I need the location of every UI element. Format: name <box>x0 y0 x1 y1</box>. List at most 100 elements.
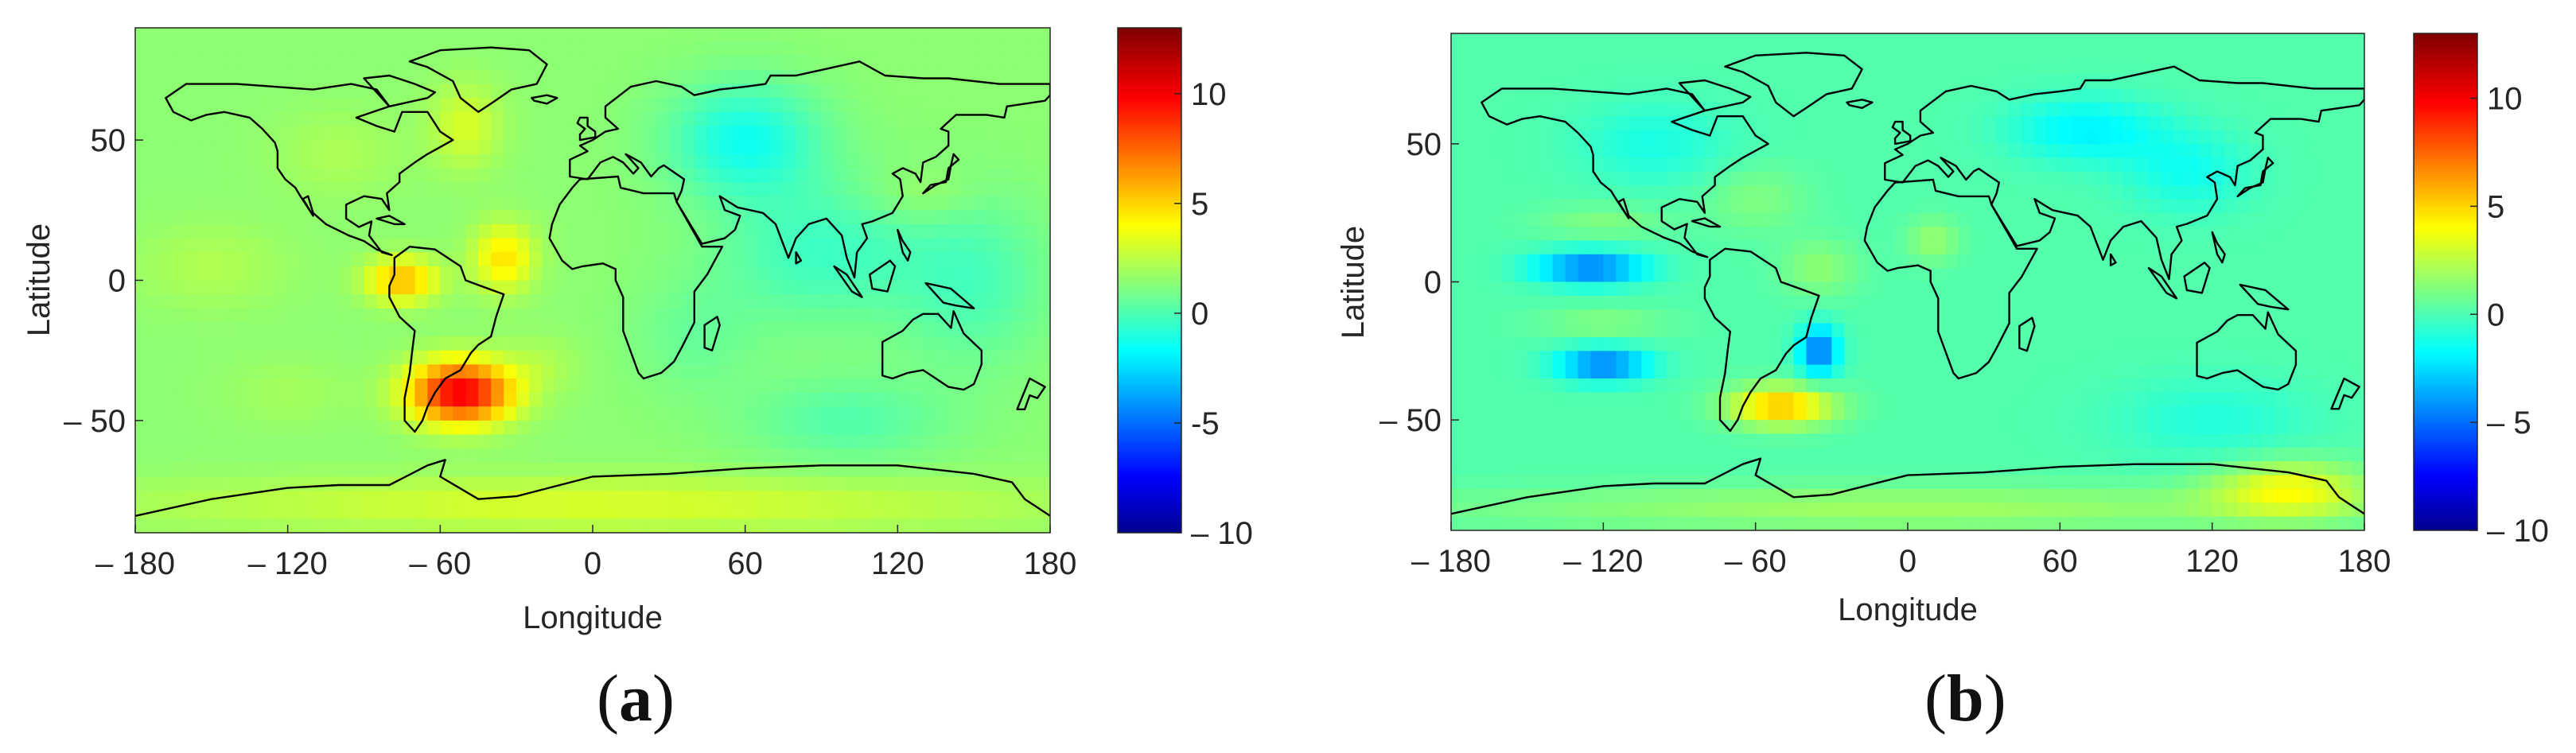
heatmap-cell <box>2072 116 2086 131</box>
heatmap-cell <box>1730 143 1744 158</box>
heatmap-cell <box>338 252 352 267</box>
heatmap-cell <box>249 69 263 85</box>
heatmap-cell <box>224 153 238 169</box>
heatmap-cell <box>1806 212 1819 227</box>
heatmap-cell <box>643 223 657 239</box>
heatmap-cell <box>2186 281 2200 297</box>
heatmap-cell <box>910 420 924 436</box>
heatmap-cell <box>2009 75 2023 90</box>
heatmap-cell <box>1831 268 1845 283</box>
heatmap-cell <box>2313 157 2327 173</box>
heatmap-cell <box>135 406 149 421</box>
heatmap-cell <box>1780 75 1795 90</box>
heatmap-cell <box>211 392 225 407</box>
heatmap-cell <box>2288 406 2302 421</box>
heatmap-cell <box>414 280 428 295</box>
heatmap-cell <box>617 476 632 491</box>
heatmap-cell <box>135 28 149 43</box>
heatmap-cell <box>2250 212 2264 227</box>
heatmap-cell <box>630 98 644 113</box>
heatmap-cell <box>1945 75 1959 90</box>
heatmap-cell <box>2237 364 2251 379</box>
heatmap-cell <box>2313 406 2327 421</box>
heatmap-cell <box>1920 406 1934 421</box>
heatmap-cell <box>681 350 695 365</box>
heatmap-cell <box>770 126 784 141</box>
heatmap-cell <box>313 476 327 491</box>
heatmap-cell <box>2072 406 2086 421</box>
heatmap-cell <box>440 294 453 309</box>
heatmap-cell <box>1667 268 1680 283</box>
heatmap-cell <box>1616 254 1629 269</box>
heatmap-cell <box>986 322 1000 337</box>
heatmap-cell <box>2123 130 2137 145</box>
heatmap-cell <box>859 111 873 127</box>
heatmap-cell <box>287 476 302 491</box>
heatmap-cell <box>2313 336 2327 351</box>
heatmap-cell <box>249 28 263 43</box>
heatmap-cell <box>2148 378 2162 393</box>
heatmap-cell <box>668 448 683 464</box>
heatmap-cell <box>1780 227 1795 242</box>
heatmap-cell <box>681 294 695 309</box>
heatmap-cell <box>1037 252 1050 267</box>
heatmap-cell <box>999 308 1013 324</box>
heatmap-cell <box>1908 268 1921 283</box>
heatmap-cell <box>834 322 848 337</box>
heatmap-cell <box>936 98 949 113</box>
heatmap-cell <box>478 69 492 85</box>
heatmap-cell <box>2288 309 2302 324</box>
heatmap-cell <box>1565 171 1579 186</box>
heatmap-cell <box>173 448 187 464</box>
heatmap-cell <box>1717 88 1731 103</box>
heatmap-cell <box>999 491 1013 506</box>
heatmap-cell <box>580 210 593 225</box>
heatmap-cell <box>859 491 873 506</box>
heatmap-cell <box>555 28 568 43</box>
heatmap-cell <box>668 336 683 351</box>
heatmap-cell <box>936 476 949 491</box>
heatmap-cell <box>974 252 987 267</box>
heatmap-cell <box>1628 116 1642 131</box>
heatmap-cell <box>783 153 797 169</box>
heatmap-cell <box>694 266 708 281</box>
heatmap-cell <box>325 294 340 309</box>
heatmap-cell <box>2161 157 2175 173</box>
heatmap-cell <box>757 83 772 99</box>
heatmap-cell <box>262 238 276 253</box>
heatmap-cell <box>376 28 391 43</box>
heatmap-cell <box>351 406 365 421</box>
heatmap-cell <box>249 491 263 506</box>
heatmap-cell <box>1717 143 1731 158</box>
heatmap-cell <box>2111 336 2124 351</box>
heatmap-cell <box>2098 433 2111 448</box>
heatmap-cell <box>1488 88 1503 103</box>
heatmap-cell <box>668 491 683 506</box>
heatmap-cell <box>351 336 365 351</box>
heatmap-cell <box>808 111 823 127</box>
heatmap-cell <box>808 56 823 71</box>
heatmap-cell <box>1641 157 1655 173</box>
heatmap-cell <box>2313 227 2327 242</box>
heatmap-cell <box>1945 281 1959 297</box>
heatmap-cell <box>2047 351 2060 366</box>
heatmap-cell <box>770 140 784 155</box>
heatmap-cell <box>364 294 378 309</box>
heatmap-cell <box>783 504 797 519</box>
heatmap-cell <box>2301 157 2314 173</box>
heatmap-cell <box>542 252 555 267</box>
heatmap-cell <box>1654 323 1667 338</box>
heatmap-cell <box>1742 143 1757 158</box>
heatmap-cell <box>1514 157 1528 173</box>
heatmap-cell <box>1983 102 1998 117</box>
heatmap-cell <box>783 168 797 183</box>
heatmap-cell <box>1552 33 1566 48</box>
heatmap-cell <box>1920 116 1934 131</box>
heatmap-cell <box>1667 130 1680 145</box>
heatmap-cell <box>567 518 581 533</box>
heatmap-cell <box>1527 351 1541 366</box>
heatmap-cell <box>1831 378 1845 393</box>
heatmap-cell <box>1844 281 1858 297</box>
heatmap-cell <box>808 238 823 253</box>
heatmap-cell <box>478 350 492 365</box>
